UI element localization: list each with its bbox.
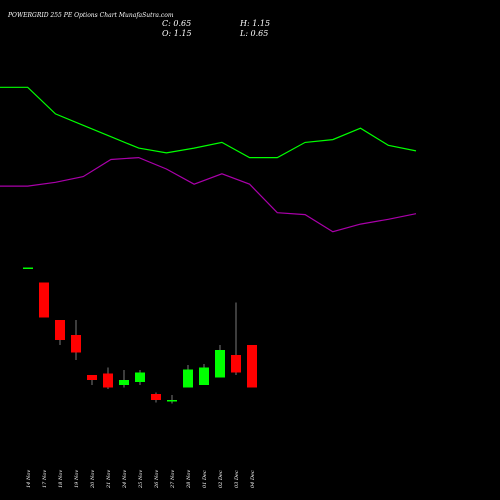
candle-body — [151, 394, 161, 400]
x-tick-label: 19 Nov — [74, 470, 80, 488]
candle-body — [103, 373, 113, 388]
x-tick-label: 17 Nov — [42, 470, 48, 488]
candle-body — [183, 369, 193, 388]
candle-body — [71, 335, 81, 353]
indicator-lines — [0, 86, 417, 233]
candle-body — [231, 355, 241, 373]
candle-10 — [167, 395, 177, 404]
candle-3 — [55, 320, 65, 345]
candle-body — [167, 400, 177, 402]
x-tick-label: 01 Dec — [202, 470, 208, 488]
candle-6 — [103, 367, 113, 389]
x-tick-label: 18 Nov — [58, 470, 64, 488]
candle-9 — [151, 392, 161, 403]
candle-body — [87, 375, 97, 380]
candle-body — [135, 372, 145, 382]
x-tick-label: 21 Nov — [106, 470, 112, 489]
x-tick-label: 02 Dec — [218, 470, 224, 488]
x-tick-label: 26 Nov — [154, 470, 160, 489]
open-readout: O: 1.15 — [162, 29, 192, 38]
candle-body — [247, 345, 257, 388]
x-tick-label: 20 Nov — [90, 470, 96, 489]
x-tick-label: 04 Dec — [250, 470, 256, 488]
x-tick-label: 24 Nov — [122, 470, 128, 489]
candle-4 — [71, 320, 81, 360]
candle-body — [39, 282, 49, 318]
chart-title: POWERGRID 255 PE Options Chart MunafaSut… — [7, 12, 174, 19]
candle-13 — [215, 345, 225, 378]
x-tick-label: 25 Nov — [138, 470, 144, 489]
x-tick-label: 03 Dec — [234, 470, 240, 488]
candle-body — [199, 367, 209, 385]
indicator-line-1 — [0, 86, 417, 159]
candle-1 — [23, 267, 33, 269]
candle-body — [55, 320, 65, 340]
x-tick-label: 14 Nov — [26, 470, 32, 488]
candle-12 — [199, 364, 209, 385]
candle-5 — [87, 375, 97, 385]
candle-11 — [183, 365, 193, 388]
candles — [23, 267, 257, 404]
close-readout: C: 0.65 — [162, 19, 191, 28]
high-readout: H: 1.15 — [239, 19, 270, 28]
candle-7 — [119, 370, 129, 388]
candle-body — [23, 267, 33, 269]
low-readout: L: 0.65 — [239, 29, 268, 38]
x-axis-date-labels: 14 Nov 17 Nov 18 Nov 19 Nov 20 Nov 21 Nov 24 N… — [26, 470, 256, 489]
candle-14 — [231, 302, 241, 375]
x-tick-label: 27 Nov — [170, 470, 176, 489]
candle-body — [215, 350, 225, 378]
candle-8 — [135, 370, 145, 385]
candle-body — [119, 380, 129, 385]
x-tick-label: 28 Nov — [186, 470, 192, 489]
indicator-line-2 — [0, 156, 417, 233]
candle-2 — [39, 282, 49, 318]
candle-15 — [247, 345, 257, 388]
